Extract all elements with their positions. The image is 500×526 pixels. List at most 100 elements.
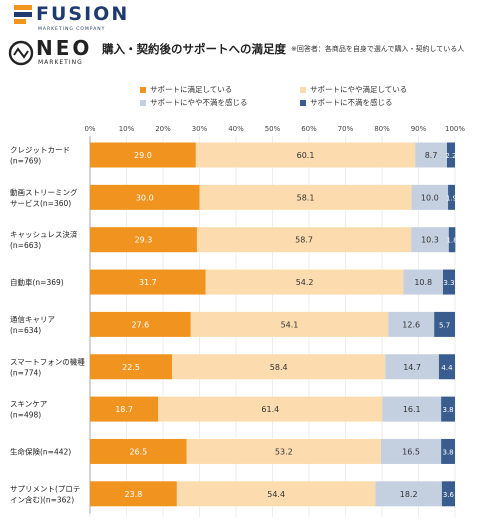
bar-segment (172, 354, 386, 380)
legend-item-2: サポートにやや満足している (300, 84, 407, 95)
legend-label-2: サポートにやや満足している (310, 85, 408, 94)
legend-swatch-2 (300, 87, 306, 93)
fusion-tagline: MARKETING COMPANY (38, 27, 106, 32)
category-label: クレジットカード (10, 146, 70, 155)
data-label: 22.5 (122, 363, 140, 372)
data-label: 58.4 (270, 363, 288, 372)
data-label: 2.2 (445, 152, 456, 160)
legend-swatch-4 (300, 100, 306, 106)
bar-segment (448, 227, 456, 253)
bar-segment (90, 184, 200, 210)
bar-segment (388, 311, 435, 337)
category-label: イン含む)(n=362) (10, 494, 74, 504)
category-label: サービス(n=360) (10, 199, 71, 208)
category-label: サプリメント(プロテ (10, 484, 80, 493)
bar-segment (90, 142, 196, 168)
bar-segment (385, 354, 439, 380)
data-label: 54.1 (281, 320, 299, 329)
data-label: 12.6 (402, 320, 420, 329)
data-label: 27.6 (131, 320, 149, 329)
category-label: スマートフォンの機種 (10, 356, 85, 366)
data-label: 14.7 (403, 363, 421, 372)
bar-segment (205, 269, 404, 295)
category-label: (n=498) (10, 411, 41, 420)
category-label: (n=663) (10, 241, 41, 250)
bar-segment (90, 438, 187, 464)
bar-segment (199, 184, 412, 210)
data-label: 3.6 (443, 491, 455, 499)
bar-segment (441, 481, 455, 507)
data-label: 54.2 (296, 278, 314, 287)
data-label: 3.8 (442, 406, 453, 414)
category-label: (n=774) (10, 368, 41, 377)
data-label: 3.3 (443, 279, 454, 287)
data-label: 60.1 (297, 151, 315, 160)
x-tick-label: 40% (228, 125, 244, 133)
data-label: 58.7 (295, 236, 313, 245)
bar-segment (434, 311, 455, 337)
bar-segment (90, 269, 206, 295)
category-label: キャッシュレス決済 (10, 229, 78, 239)
data-label: 53.2 (275, 447, 293, 456)
bar-segment (438, 354, 455, 380)
bar-segment (90, 481, 177, 507)
data-label: 1.9 (446, 194, 457, 202)
bar-segment (90, 311, 191, 337)
legend-label-4: サポートに不満を感じる (310, 98, 393, 107)
bar-segment (411, 184, 449, 210)
neo-logo: NEO MARKETING (6, 36, 96, 72)
data-label: 3.8 (442, 448, 453, 456)
chart-note: ※回答者：各商品を自身で選んで購入・契約している人 (291, 45, 465, 53)
data-label: 16.1 (403, 405, 421, 414)
bar-segment (186, 438, 381, 464)
category-label: 動画ストリーミング (10, 187, 78, 197)
data-label: 31.7 (139, 278, 157, 287)
data-label: 8.7 (425, 151, 438, 160)
data-label: 29.3 (135, 236, 153, 245)
category-label: 自動車(n=369) (10, 277, 64, 287)
x-tick-label: 70% (338, 125, 354, 133)
category-label: (n=634) (10, 326, 41, 335)
bar-segment (176, 481, 376, 507)
bar-segment (375, 481, 442, 507)
legend-label-1: サポートに満足している (150, 85, 233, 94)
neo-logo-icon (8, 40, 34, 66)
x-tick-label: 0% (84, 125, 95, 133)
data-label: 30.0 (136, 193, 154, 202)
data-label: 61.4 (261, 405, 279, 414)
fusion-wordmark: FUSION (36, 3, 130, 25)
bar-segment (196, 227, 412, 253)
category-label: (n=769) (10, 157, 41, 166)
legend-item-1: サポートに満足している (140, 84, 232, 95)
legend-item-4: サポートに不満を感じる (300, 97, 393, 108)
data-label: 54.4 (267, 490, 285, 499)
bar-segment (415, 142, 447, 168)
data-label: 18.2 (400, 490, 418, 499)
bar-segment (158, 396, 383, 422)
data-label: 1.8 (447, 237, 458, 245)
data-label: 23.8 (125, 490, 143, 499)
bar-segment (448, 184, 455, 210)
fusion-logo: FUSION MARKETING COMPANY (14, 3, 174, 37)
data-label: 26.5 (129, 447, 147, 456)
bar-segment (190, 311, 389, 337)
legend-item-3: サポートにやや不満を感じる (140, 97, 248, 108)
x-tick-label: 10% (119, 125, 135, 133)
data-label: 10.0 (421, 193, 439, 202)
x-tick-label: 50% (265, 125, 281, 133)
x-tick-label: 60% (301, 125, 317, 133)
bar-segment (442, 269, 455, 295)
category-label: スキンケア (10, 400, 47, 409)
bar-segment (380, 438, 442, 464)
x-tick-label: 90% (411, 125, 427, 133)
data-label: 10.3 (421, 236, 439, 245)
category-label: 生命保険(n=442) (10, 446, 71, 456)
category-label: 通信キャリア (10, 314, 55, 324)
data-label: 5.7 (439, 321, 450, 329)
x-tick-label: 30% (192, 125, 208, 133)
data-label: 4.4 (441, 364, 453, 372)
bar-segment (403, 269, 443, 295)
data-label: 29.0 (134, 151, 152, 160)
x-tick-label: 100% (445, 125, 465, 133)
